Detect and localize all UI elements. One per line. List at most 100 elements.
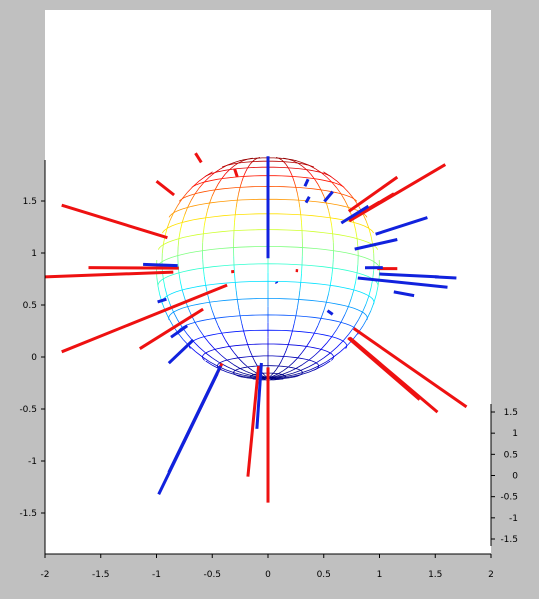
sphere-meridian: [156, 277, 159, 286]
sphere-meridian: [276, 377, 285, 379]
normal-vector: [88, 266, 179, 270]
sphere-meridian: [205, 171, 213, 177]
sphere-meridian: [239, 368, 248, 373]
sphere-meridian: [166, 295, 171, 305]
sphere-meridian: [329, 217, 333, 226]
sphere-meridian: [181, 289, 186, 299]
sphere-meridian: [207, 293, 210, 303]
sphere-meridian: [323, 360, 331, 366]
sphere-meridian: [247, 366, 253, 372]
y-tick-label: 1.5: [23, 197, 37, 207]
sphere-meridian: [233, 264, 235, 274]
sphere-meridian: [297, 162, 303, 167]
sphere-meridian: [283, 350, 287, 357]
sphere-meridian: [194, 322, 200, 330]
sphere-meridian: [313, 178, 319, 185]
sphere-meridian: [356, 238, 359, 248]
normal-vectors: [44, 152, 468, 503]
sphere-meridian: [300, 273, 302, 283]
sphere-meridian: [366, 310, 372, 319]
sphere-meridian: [302, 359, 310, 365]
sphere-meridian: [331, 329, 337, 337]
sphere-meridian: [342, 186, 349, 193]
sphere-meridian: [173, 311, 178, 321]
sphere-meridian: [320, 310, 325, 319]
sphere-meridian: [161, 244, 164, 254]
sphere-meridian: [313, 325, 319, 334]
sphere-meridian: [202, 225, 205, 234]
sphere-meridian: [239, 315, 243, 324]
sphere-meridian: [194, 187, 200, 195]
z-tick-label: 0: [512, 472, 518, 482]
sphere-meridian: [177, 238, 180, 248]
sphere-meridian: [292, 374, 301, 377]
sphere-meridian: [246, 377, 254, 379]
sphere-meridian: [249, 161, 253, 165]
sphere-meridian: [164, 228, 168, 237]
sphere-meridian: [212, 357, 221, 364]
sphere-meridian: [358, 311, 363, 321]
sphere-meridian: [219, 368, 228, 373]
sphere-meridian: [214, 318, 219, 327]
sphere-meridian: [229, 346, 235, 353]
sphere-meridian: [326, 356, 334, 363]
sphere-meridian: [262, 372, 266, 377]
sphere-meridian: [234, 214, 236, 223]
sphere-meridian: [290, 171, 293, 177]
sphere-meridian: [314, 168, 322, 173]
sphere-meridian: [238, 160, 244, 164]
sphere-meridian: [247, 164, 251, 169]
sphere-meridian: [278, 157, 282, 160]
sphere-meridian: [370, 236, 374, 245]
sphere-meridian: [235, 200, 238, 208]
sphere-meridian: [239, 181, 243, 188]
sphere-meridian: [234, 273, 236, 283]
sphere-meridian: [299, 207, 302, 215]
sphere-meridian: [205, 352, 213, 359]
sphere-meridian: [254, 361, 258, 367]
sphere-meridian: [217, 178, 223, 185]
sphere-meridian: [331, 225, 334, 234]
sphere-meridian: [288, 362, 294, 368]
sphere-meridian: [292, 176, 295, 182]
normal-vector: [375, 216, 428, 236]
sphere-meridian: [203, 217, 207, 226]
x-tick-label: -0.5: [203, 570, 221, 580]
normal-vector: [340, 204, 370, 225]
sphere-meridian: [284, 372, 293, 376]
sphere-meridian: [295, 160, 303, 164]
sphere-meridian: [209, 342, 216, 350]
sphere-meridian: [295, 187, 298, 194]
sphere-meridian: [178, 230, 181, 239]
sphere-meridian: [318, 361, 327, 367]
sphere-meridian: [203, 176, 210, 183]
sphere-meridian: [352, 332, 359, 340]
sphere-meridian: [301, 346, 307, 353]
x-tick-label: 2: [488, 570, 494, 580]
sphere-meridian: [285, 374, 295, 377]
x-tick-label: 1: [377, 570, 383, 580]
sphere-meridian: [368, 287, 372, 297]
sphere-meridian: [368, 228, 372, 237]
sphere-meridian: [187, 200, 192, 208]
sphere-meridian: [287, 337, 291, 345]
sphere-meridian: [340, 193, 346, 201]
y-tick-label: -1: [28, 457, 37, 467]
sphere-meridian: [179, 281, 183, 291]
sphere-meridian: [326, 176, 333, 183]
normal-vector: [354, 238, 398, 251]
x-tick-label: 1.5: [428, 570, 442, 580]
sphere-meridian: [353, 319, 359, 328]
sphere-meridian: [326, 293, 329, 303]
sphere-meridian: [246, 371, 255, 375]
sphere-meridian: [272, 373, 279, 377]
sphere-meridian: [262, 378, 266, 381]
sphere-meridian: [234, 207, 237, 215]
sphere-meridian: [214, 168, 222, 173]
sphere-meridian: [169, 212, 174, 221]
sphere-meridian: [306, 169, 311, 175]
sphere-meridian: [330, 175, 338, 182]
sphere-meridian: [199, 181, 205, 188]
sphere-meridian: [323, 302, 327, 311]
sphere-meridian: [298, 290, 301, 300]
